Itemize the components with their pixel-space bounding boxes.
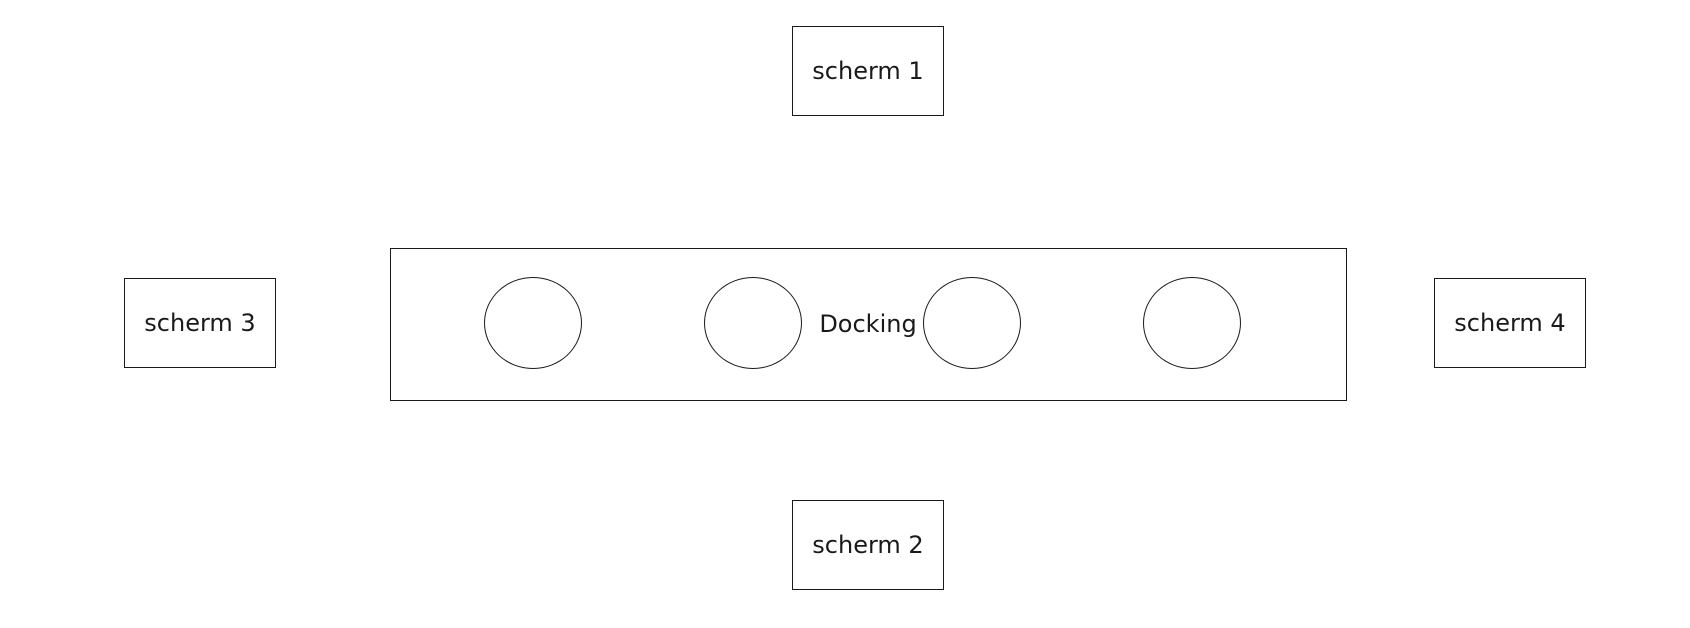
screen-1-label: scherm 1 xyxy=(812,57,924,85)
screen-4-box: scherm 4 xyxy=(1434,278,1586,368)
docking-label: Docking xyxy=(819,310,917,338)
docking-port-4 xyxy=(1143,277,1241,369)
screen-3-label: scherm 3 xyxy=(144,309,256,337)
screen-2-label: scherm 2 xyxy=(812,531,924,559)
docking-port-2 xyxy=(704,277,802,369)
screen-1-box: scherm 1 xyxy=(792,26,944,116)
screen-2-box: scherm 2 xyxy=(792,500,944,590)
docking-port-3 xyxy=(923,277,1021,369)
screen-3-box: scherm 3 xyxy=(124,278,276,368)
docking-port-1 xyxy=(484,277,582,369)
screen-4-label: scherm 4 xyxy=(1454,309,1566,337)
